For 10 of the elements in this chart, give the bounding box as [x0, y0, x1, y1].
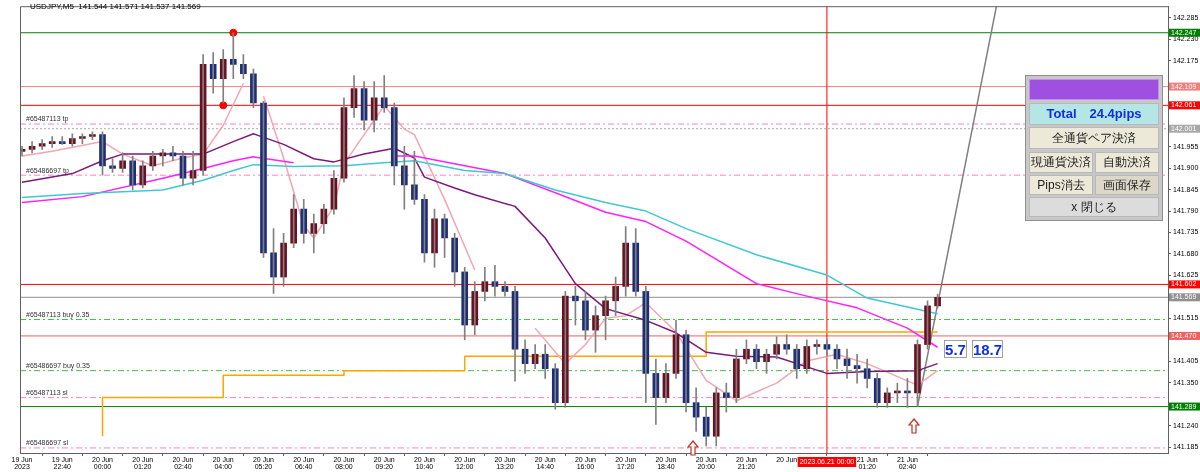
- annotation: Total 24.4pips: [1029, 103, 1159, 125]
- annotation: Pips消去: [1029, 175, 1093, 195]
- annotation: 全通貨ペア決済: [1029, 127, 1159, 149]
- annotation: 自動決済: [1095, 152, 1159, 173]
- annotation: 現通貨決済: [1029, 152, 1093, 173]
- annotation: 5.7: [944, 340, 967, 358]
- annotation: x 閉じる: [1029, 197, 1159, 217]
- chart-title: USDJPY,M5 141.544 141.571 141.537 141.569: [30, 2, 201, 11]
- annotation: 18.7: [972, 340, 1003, 358]
- annotation: 画面保存: [1095, 175, 1159, 195]
